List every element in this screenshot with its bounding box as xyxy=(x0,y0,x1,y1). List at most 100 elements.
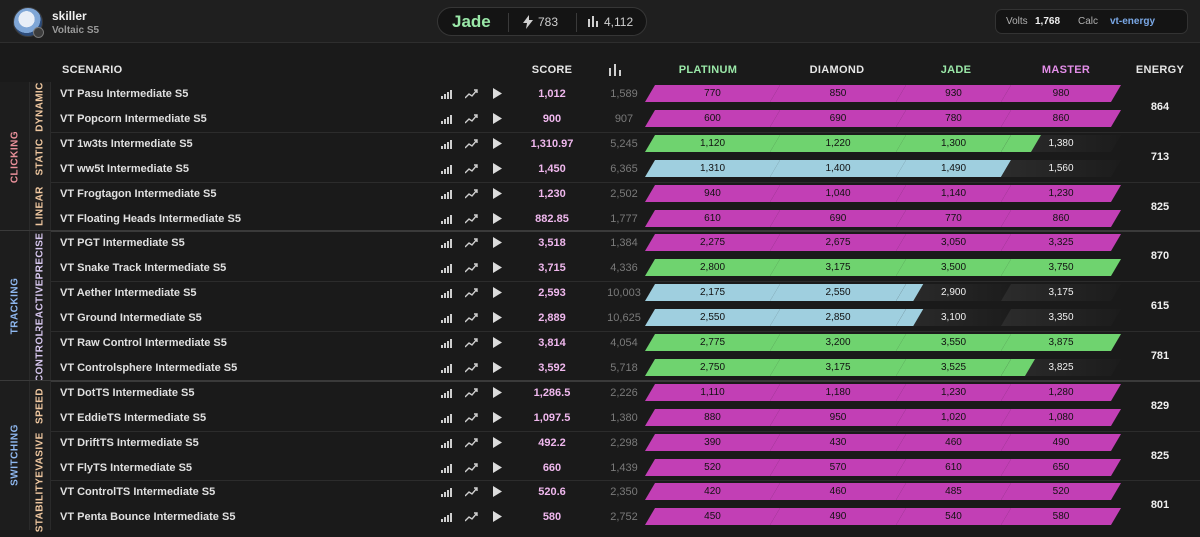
play-icon[interactable] xyxy=(493,137,502,149)
scenario-name[interactable]: VT FlyTS Intermediate S5 xyxy=(60,461,193,474)
table-row[interactable]: VT Penta Bounce Intermediate S5 580 2,752 4… xyxy=(51,505,1200,529)
table-row[interactable]: VT EddieTS Intermediate S5 1,097.5 1,380 88… xyxy=(51,406,1200,430)
table-row[interactable]: VT DotTS Intermediate S5 1,286.5 2,226 1,11… xyxy=(51,381,1200,405)
scenario-name[interactable]: VT Pasu Intermediate S5 xyxy=(60,88,189,100)
scenario-name[interactable]: VT Snake Track Intermediate S5 xyxy=(60,262,227,275)
play-icon[interactable] xyxy=(493,486,502,498)
difficulty-signal-icon[interactable] xyxy=(441,363,452,373)
scenario-name[interactable]: VT DriftTS Intermediate S5 xyxy=(60,436,199,449)
play-icon[interactable] xyxy=(493,212,502,224)
trend-chart-icon[interactable] xyxy=(465,237,478,248)
difficulty-signal-icon[interactable] xyxy=(441,114,452,124)
difficulty-signal-icon[interactable] xyxy=(441,513,452,523)
difficulty-signal-icon[interactable] xyxy=(441,438,452,448)
threshold-value: 490 xyxy=(1052,436,1070,448)
trend-chart-icon[interactable] xyxy=(465,88,478,99)
play-icon[interactable] xyxy=(493,312,502,324)
play-icon[interactable] xyxy=(493,511,502,523)
difficulty-signal-icon[interactable] xyxy=(441,388,452,398)
trend-chart-icon[interactable] xyxy=(465,138,478,149)
play-icon[interactable] xyxy=(493,162,502,174)
table-row[interactable]: VT FlyTS Intermediate S5 660 1,439 520 570 61… xyxy=(51,456,1200,480)
scenario-name[interactable]: VT Controlsphere Intermediate S5 xyxy=(60,361,238,374)
trend-chart-icon[interactable] xyxy=(465,262,478,273)
table-row[interactable]: VT ControlTS Intermediate S5 520.6 2,350 42… xyxy=(51,480,1200,504)
table-row[interactable]: VT 1w3ts Intermediate S5 1,310.97 5,245 1,1… xyxy=(51,132,1200,156)
table-row[interactable]: VT Frogtagon Intermediate S5 1,230 2,502 94… xyxy=(51,182,1200,206)
trend-chart-icon[interactable] xyxy=(465,287,478,298)
play-icon[interactable] xyxy=(493,386,502,398)
scenario-name[interactable]: VT Raw Control Intermediate S5 xyxy=(60,337,227,349)
trend-chart-icon[interactable] xyxy=(465,213,478,224)
difficulty-signal-icon[interactable] xyxy=(441,339,452,348)
table-row[interactable]: VT Popcorn Intermediate S5 900 907 600 690 78… xyxy=(51,107,1200,131)
table-row[interactable]: VT Floating Heads Intermediate S5 882.85 1… xyxy=(51,207,1200,231)
table-row[interactable]: VT Raw Control Intermediate S5 3,814 4,054… xyxy=(51,331,1200,355)
play-icon[interactable] xyxy=(493,262,502,274)
difficulty-signal-icon[interactable] xyxy=(441,463,452,473)
difficulty-signal-icon[interactable] xyxy=(441,289,452,299)
percentile-column-icon[interactable] xyxy=(609,64,621,76)
difficulty-signal-icon[interactable] xyxy=(441,264,452,274)
trend-chart-icon[interactable] xyxy=(465,163,478,174)
scenario-name[interactable]: VT Aether Intermediate S5 xyxy=(60,287,197,300)
scenario-name[interactable]: VT PGT Intermediate S5 xyxy=(60,237,185,250)
play-icon[interactable] xyxy=(493,361,502,373)
table-row[interactable]: VT ww5t Intermediate S5 1,450 6,365 1,310 1,… xyxy=(51,157,1200,181)
table-row[interactable]: VT PGT Intermediate S5 3,518 1,384 2,275 2,6… xyxy=(51,231,1200,255)
table-row[interactable]: VT Snake Track Intermediate S5 3,715 4,336… xyxy=(51,256,1200,280)
play-icon[interactable] xyxy=(493,237,502,249)
difficulty-signal-icon[interactable] xyxy=(441,314,452,324)
trend-chart-icon[interactable] xyxy=(465,462,478,473)
trend-chart-icon[interactable] xyxy=(465,412,478,423)
scenario-name[interactable]: VT 1w3ts Intermediate S5 xyxy=(60,137,193,150)
difficulty-signal-icon[interactable] xyxy=(441,189,452,199)
difficulty-signal-icon[interactable] xyxy=(441,239,452,249)
calc-selector[interactable]: vt-energy xyxy=(1110,16,1156,27)
scenario-name[interactable]: VT ControlTS Intermediate S5 xyxy=(60,486,216,499)
column-header-score[interactable]: SCORE xyxy=(531,64,573,76)
table-row[interactable]: VT Ground Intermediate S5 2,889 10,625 2,55… xyxy=(51,306,1200,330)
difficulty-signal-icon[interactable] xyxy=(441,164,452,174)
difficulty-signal-icon[interactable] xyxy=(441,214,452,224)
trend-chart-icon[interactable] xyxy=(465,312,478,323)
difficulty-signal-icon[interactable] xyxy=(441,413,452,423)
scenario-name[interactable]: VT Floating Heads Intermediate S5 xyxy=(60,212,241,225)
play-icon[interactable] xyxy=(493,287,502,299)
column-header-scenario[interactable]: SCENARIO xyxy=(62,64,123,76)
table-row[interactable]: VT DriftTS Intermediate S5 492.2 2,298 390 4… xyxy=(51,431,1200,455)
table-row[interactable]: VT Aether Intermediate S5 2,593 10,003 2,17… xyxy=(51,281,1200,305)
scenario-name[interactable]: VT Popcorn Intermediate S5 xyxy=(60,112,207,125)
trend-chart-icon[interactable] xyxy=(465,188,478,199)
play-icon[interactable] xyxy=(493,461,502,473)
trend-chart-icon[interactable] xyxy=(465,337,478,348)
play-icon[interactable] xyxy=(493,411,502,423)
scenario-name[interactable]: VT Penta Bounce Intermediate S5 xyxy=(60,511,236,524)
trend-chart-icon[interactable] xyxy=(465,113,478,124)
table-row[interactable]: VT Pasu Intermediate S5 1,012 1,589 770 850 9… xyxy=(51,82,1200,106)
difficulty-signal-icon[interactable] xyxy=(441,488,452,498)
scenario-name[interactable]: VT ww5t Intermediate S5 xyxy=(60,162,189,175)
difficulty-signal-icon[interactable] xyxy=(441,90,452,99)
volts-panel[interactable]: Volts 1,768 Calc vt-energy xyxy=(995,9,1188,34)
table-row[interactable]: VT Controlsphere Intermediate S5 3,592 5,7… xyxy=(51,356,1200,380)
trend-chart-icon[interactable] xyxy=(465,387,478,398)
trend-chart-icon[interactable] xyxy=(465,511,478,522)
play-icon[interactable] xyxy=(493,436,502,448)
threshold-value: 850 xyxy=(829,88,847,99)
play-icon[interactable] xyxy=(493,337,502,348)
rank-threshold-bar: 690 xyxy=(770,209,906,227)
play-icon[interactable] xyxy=(493,88,502,99)
scenario-name[interactable]: VT DotTS Intermediate S5 xyxy=(60,386,195,399)
play-icon[interactable] xyxy=(493,187,502,199)
scenario-name[interactable]: VT Frogtagon Intermediate S5 xyxy=(60,187,217,200)
trend-chart-icon[interactable] xyxy=(465,486,478,497)
scenario-name[interactable]: VT EddieTS Intermediate S5 xyxy=(60,411,207,424)
difficulty-signal-icon[interactable] xyxy=(441,139,452,149)
play-icon[interactable] xyxy=(493,112,502,124)
avatar[interactable] xyxy=(13,7,43,37)
trend-chart-icon[interactable] xyxy=(465,362,478,373)
trend-chart-icon[interactable] xyxy=(465,437,478,448)
scenario-name[interactable]: VT Ground Intermediate S5 xyxy=(60,312,202,325)
user-name[interactable]: skiller xyxy=(52,9,87,23)
